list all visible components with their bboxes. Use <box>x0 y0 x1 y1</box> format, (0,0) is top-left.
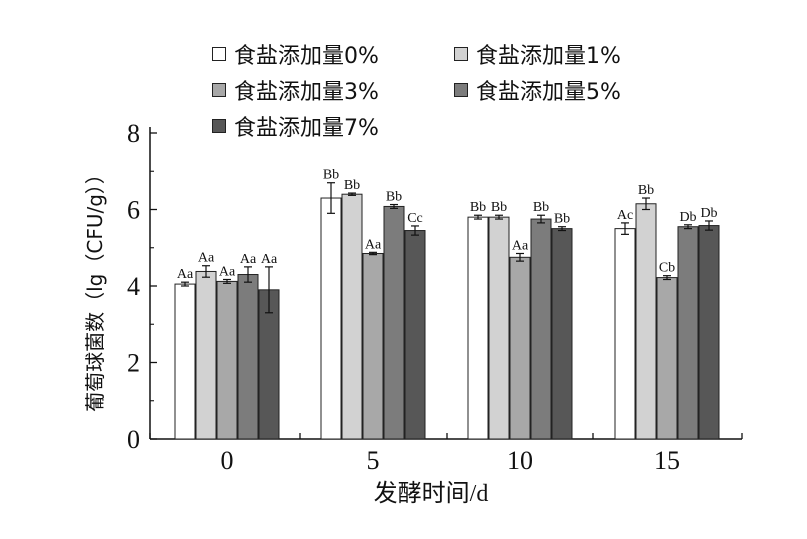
legend-item-4: 食盐添加量7% <box>212 110 379 142</box>
bars <box>174 193 720 440</box>
legend-swatch-3 <box>454 83 468 97</box>
bar <box>530 218 552 440</box>
significance-label: Aa <box>219 264 236 279</box>
x-tick-label: 5 <box>367 446 380 475</box>
significance-label: Db <box>700 206 717 221</box>
bar <box>635 203 657 440</box>
significance-label: Aa <box>365 237 382 252</box>
y-tick-label: 8 <box>127 119 140 148</box>
legend-label-4: 食盐添加量7% <box>234 116 379 141</box>
significance-label: Aa <box>261 252 278 267</box>
y-tick-label: 6 <box>127 196 140 225</box>
legend-label-3: 食盐添加量5% <box>476 80 621 105</box>
y-tick-label: 4 <box>127 272 140 301</box>
significance-label: Ac <box>617 208 633 223</box>
bar <box>677 226 699 440</box>
legend-item-2: 食盐添加量3% <box>212 74 379 106</box>
bar <box>509 256 531 440</box>
bar <box>551 228 573 440</box>
legend-item-3: 食盐添加量5% <box>454 74 621 106</box>
error-bars <box>181 182 713 314</box>
significance-label: Bb <box>470 200 486 215</box>
significance-label: Aa <box>198 251 215 266</box>
significance-label: Bb <box>386 190 402 205</box>
bar <box>488 216 510 440</box>
bar <box>614 228 636 440</box>
y-tick-label: 2 <box>127 349 140 378</box>
bar <box>216 280 238 440</box>
bar <box>195 270 217 440</box>
bar <box>362 252 384 440</box>
legend-swatch-4 <box>212 119 226 133</box>
bar <box>174 283 196 440</box>
legend-swatch-2 <box>212 83 226 97</box>
significance-label: Aa <box>240 252 257 267</box>
legend-label-2: 食盐添加量3% <box>234 80 379 105</box>
legend-swatch-0 <box>212 47 226 61</box>
x-axis-label: 发酵时间/d <box>374 480 489 507</box>
x-tick-label: 15 <box>654 446 680 475</box>
significance-label: Bb <box>323 168 339 183</box>
bar <box>341 193 363 440</box>
significance-label: Cb <box>659 261 675 276</box>
bar <box>467 216 489 440</box>
significance-label: Aa <box>177 267 194 282</box>
legend-item-0: 食盐添加量0% <box>212 38 379 70</box>
legend-label-1: 食盐添加量1% <box>476 44 621 69</box>
x-tick-label: 10 <box>507 446 533 475</box>
bar <box>656 277 678 440</box>
significance-label: Bb <box>344 178 360 193</box>
y-axis-label: 葡萄球菌数（lg（CFU/g）） <box>83 164 107 412</box>
y-tick-label: 0 <box>127 425 140 454</box>
bar <box>320 197 342 440</box>
legend-item-1: 食盐添加量1% <box>454 38 621 70</box>
bar <box>404 230 426 440</box>
significance-label: Aa <box>512 238 529 253</box>
significance-label: Bb <box>491 200 507 215</box>
bar <box>237 274 259 440</box>
legend-label-0: 食盐添加量0% <box>234 44 379 69</box>
legend-swatch-1 <box>454 47 468 61</box>
significance-labels: Aa Aa Aa Aa Aa Bb Bb Aa Bb Cc Bb Bb Aa Bb Bb Ac Bb Cb Db Db <box>177 168 718 282</box>
significance-label: Bb <box>533 200 549 215</box>
significance-label: Db <box>679 210 696 225</box>
significance-label: Bb <box>554 212 570 227</box>
significance-label: Bb <box>638 183 654 198</box>
bar <box>698 225 720 440</box>
bar <box>383 205 405 440</box>
x-tick-label: 0 <box>221 446 234 475</box>
significance-label: Cc <box>407 211 423 226</box>
